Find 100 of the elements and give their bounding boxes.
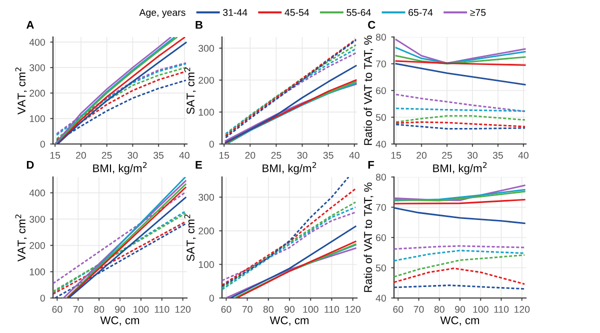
y-tick-label: 70 bbox=[376, 60, 386, 68]
line-series bbox=[394, 250, 526, 262]
line-series bbox=[394, 268, 526, 285]
y-axis-title: SAT, cm$^{2}$ bbox=[184, 214, 196, 261]
x-tick-label: 30 bbox=[467, 152, 478, 159]
x-tick-label: 30 bbox=[128, 152, 138, 159]
x-tick-label: 120 bbox=[175, 306, 191, 313]
x-tick-label: 35 bbox=[492, 152, 503, 159]
y-tick-label: 40 bbox=[376, 294, 386, 302]
x-tick-label: 120 bbox=[514, 306, 530, 313]
line-series bbox=[395, 94, 526, 112]
x-tick-label: 15 bbox=[219, 152, 230, 159]
y-tick-label: 0 bbox=[209, 294, 214, 302]
x-tick-label: 35 bbox=[154, 152, 164, 159]
x-tick-label: 30 bbox=[297, 152, 308, 159]
y-tick-label: 40 bbox=[376, 140, 386, 148]
y-tick-label: 400 bbox=[29, 190, 45, 196]
x-tick-label: 15 bbox=[391, 152, 402, 159]
x-tick-label: 80 bbox=[263, 306, 274, 313]
x-tick-label: 60 bbox=[52, 306, 62, 313]
x-tick-label: 110 bbox=[494, 306, 509, 313]
x-tick-label: 70 bbox=[242, 306, 252, 313]
y-axis-title: Ratio of VAT to TAT, % bbox=[364, 36, 374, 145]
x-axis-title: WC, cm bbox=[100, 316, 140, 326]
x-tick-label: 90 bbox=[284, 306, 295, 313]
line-series bbox=[395, 115, 526, 123]
x-tick-label: 90 bbox=[115, 306, 126, 313]
y-tick-label: 0 bbox=[40, 140, 45, 148]
y-tick-label: 0 bbox=[209, 140, 214, 148]
x-tick-label: 15 bbox=[50, 152, 60, 159]
x-axis-title: WC, cm bbox=[270, 316, 309, 326]
y-tick-label: 0 bbox=[40, 294, 45, 302]
chart-title: E bbox=[196, 161, 202, 169]
x-tick-label: 20 bbox=[245, 152, 256, 159]
line-series bbox=[222, 212, 356, 282]
y-tick-label: 60 bbox=[376, 87, 386, 94]
line-series bbox=[222, 188, 356, 286]
y-tick-label: 100 bbox=[30, 115, 45, 122]
line-series bbox=[222, 177, 350, 287]
y-tick-label: 50 bbox=[376, 264, 386, 272]
line-series bbox=[394, 207, 526, 224]
chart-title: A bbox=[26, 21, 34, 29]
x-tick-label: 110 bbox=[154, 306, 170, 313]
x-tick-label: 25 bbox=[442, 152, 452, 159]
y-tick-label: 80 bbox=[376, 174, 386, 181]
y-tick-label: 200 bbox=[30, 242, 45, 250]
legend-label: 65-74 bbox=[408, 9, 433, 16]
y-tick-label: 200 bbox=[198, 228, 214, 234]
x-tick-label: 100 bbox=[303, 306, 318, 313]
legend-label: 55-64 bbox=[346, 9, 371, 16]
y-tick-label: 300 bbox=[30, 216, 45, 223]
x-axis-title: BMI, kg/m$^{2}$ bbox=[93, 162, 147, 174]
y-axis-title: Ratio of VAT to TAT, % bbox=[364, 182, 374, 292]
y-tick-label: 100 bbox=[198, 261, 214, 268]
x-tick-label: 120 bbox=[345, 306, 361, 313]
x-axis-title: WC, cm bbox=[440, 316, 480, 326]
x-tick-label: 70 bbox=[73, 306, 84, 313]
x-tick-label: 100 bbox=[473, 306, 488, 313]
legend-label: 31-44 bbox=[223, 9, 248, 16]
x-tick-label: 80 bbox=[94, 306, 104, 313]
y-tick-label: 300 bbox=[198, 194, 214, 201]
y-tick-label: 80 bbox=[376, 34, 386, 41]
x-axis-title: BMI, kg/m$^{2}$ bbox=[433, 162, 487, 174]
legend-label: 45-54 bbox=[284, 9, 310, 16]
x-tick-label: 70 bbox=[414, 306, 424, 313]
x-tick-label: 90 bbox=[455, 306, 466, 313]
x-tick-label: 110 bbox=[324, 306, 340, 313]
x-tick-label: 20 bbox=[416, 152, 427, 159]
x-tick-label: 25 bbox=[271, 152, 282, 159]
x-tick-label: 40 bbox=[518, 152, 528, 159]
chart-title: B bbox=[196, 21, 203, 29]
x-tick-label: 100 bbox=[134, 306, 149, 313]
chart-title: C bbox=[368, 20, 376, 29]
y-tick-label: 200 bbox=[30, 90, 45, 97]
y-axis-title: VAT, cm$^{2}$ bbox=[15, 68, 27, 114]
y-tick-label: 100 bbox=[30, 268, 45, 276]
x-axis-title: BMI, kg/m$^{2}$ bbox=[262, 162, 316, 174]
y-axis-title: VAT, cm$^{2}$ bbox=[15, 214, 27, 262]
y-tick-label: 70 bbox=[376, 204, 386, 211]
x-tick-label: 35 bbox=[323, 152, 334, 159]
line-series bbox=[395, 46, 526, 64]
line-series bbox=[224, 64, 357, 144]
chart-title: D bbox=[26, 161, 34, 169]
y-tick-label: 60 bbox=[376, 234, 386, 242]
x-tick-label: 25 bbox=[102, 152, 112, 159]
chart-title: F bbox=[368, 161, 374, 169]
x-tick-label: 80 bbox=[434, 306, 444, 313]
x-tick-label: 60 bbox=[393, 306, 404, 313]
y-tick-label: 300 bbox=[198, 44, 214, 52]
line-series bbox=[394, 254, 526, 278]
y-tick-label: 300 bbox=[30, 64, 45, 72]
x-tick-label: 40 bbox=[179, 152, 190, 159]
legend-title: Age, years bbox=[139, 9, 186, 18]
x-tick-label: 20 bbox=[76, 152, 86, 159]
line-series bbox=[395, 54, 526, 65]
x-tick-label: 60 bbox=[221, 306, 232, 313]
y-tick-label: 200 bbox=[198, 76, 214, 84]
y-tick-label: 50 bbox=[376, 114, 386, 121]
y-tick-label: 400 bbox=[29, 38, 45, 46]
y-axis-title: SAT, cm$^{2}$ bbox=[184, 68, 196, 114]
